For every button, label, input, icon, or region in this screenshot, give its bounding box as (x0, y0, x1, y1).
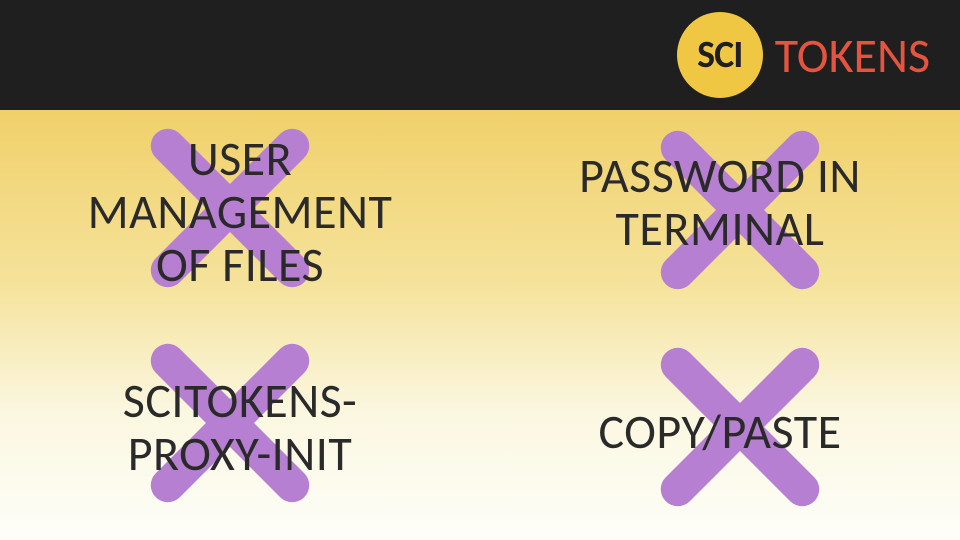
cell-password-terminal: PASSWORD INTERMINAL (480, 110, 960, 325)
logo-tokens-text: TOKENS (775, 26, 930, 85)
label-copy-paste: COPY/PASTE (598, 406, 841, 459)
content-grid: USERMANAGEMENTOF FILES PASSWORD INTERMIN… (0, 110, 960, 540)
label-user-management: USERMANAGEMENTOF FILES (88, 133, 393, 291)
scitokens-logo: SCI TOKENS (677, 12, 930, 98)
label-scitokens-proxy-init: SCITOKENS-PROXY-INIT (123, 375, 357, 481)
logo-circle: SCI (677, 12, 763, 98)
slide: SCI TOKENS USERMANAGEMENTOF FILES PASSWO… (0, 0, 960, 540)
cell-copy-paste: COPY/PASTE (480, 325, 960, 540)
header-bar: SCI TOKENS (0, 0, 960, 110)
cell-scitokens-proxy-init: SCITOKENS-PROXY-INIT (0, 325, 480, 540)
label-password-terminal: PASSWORD INTERMINAL (579, 150, 861, 256)
cell-user-management: USERMANAGEMENTOF FILES (0, 110, 480, 325)
